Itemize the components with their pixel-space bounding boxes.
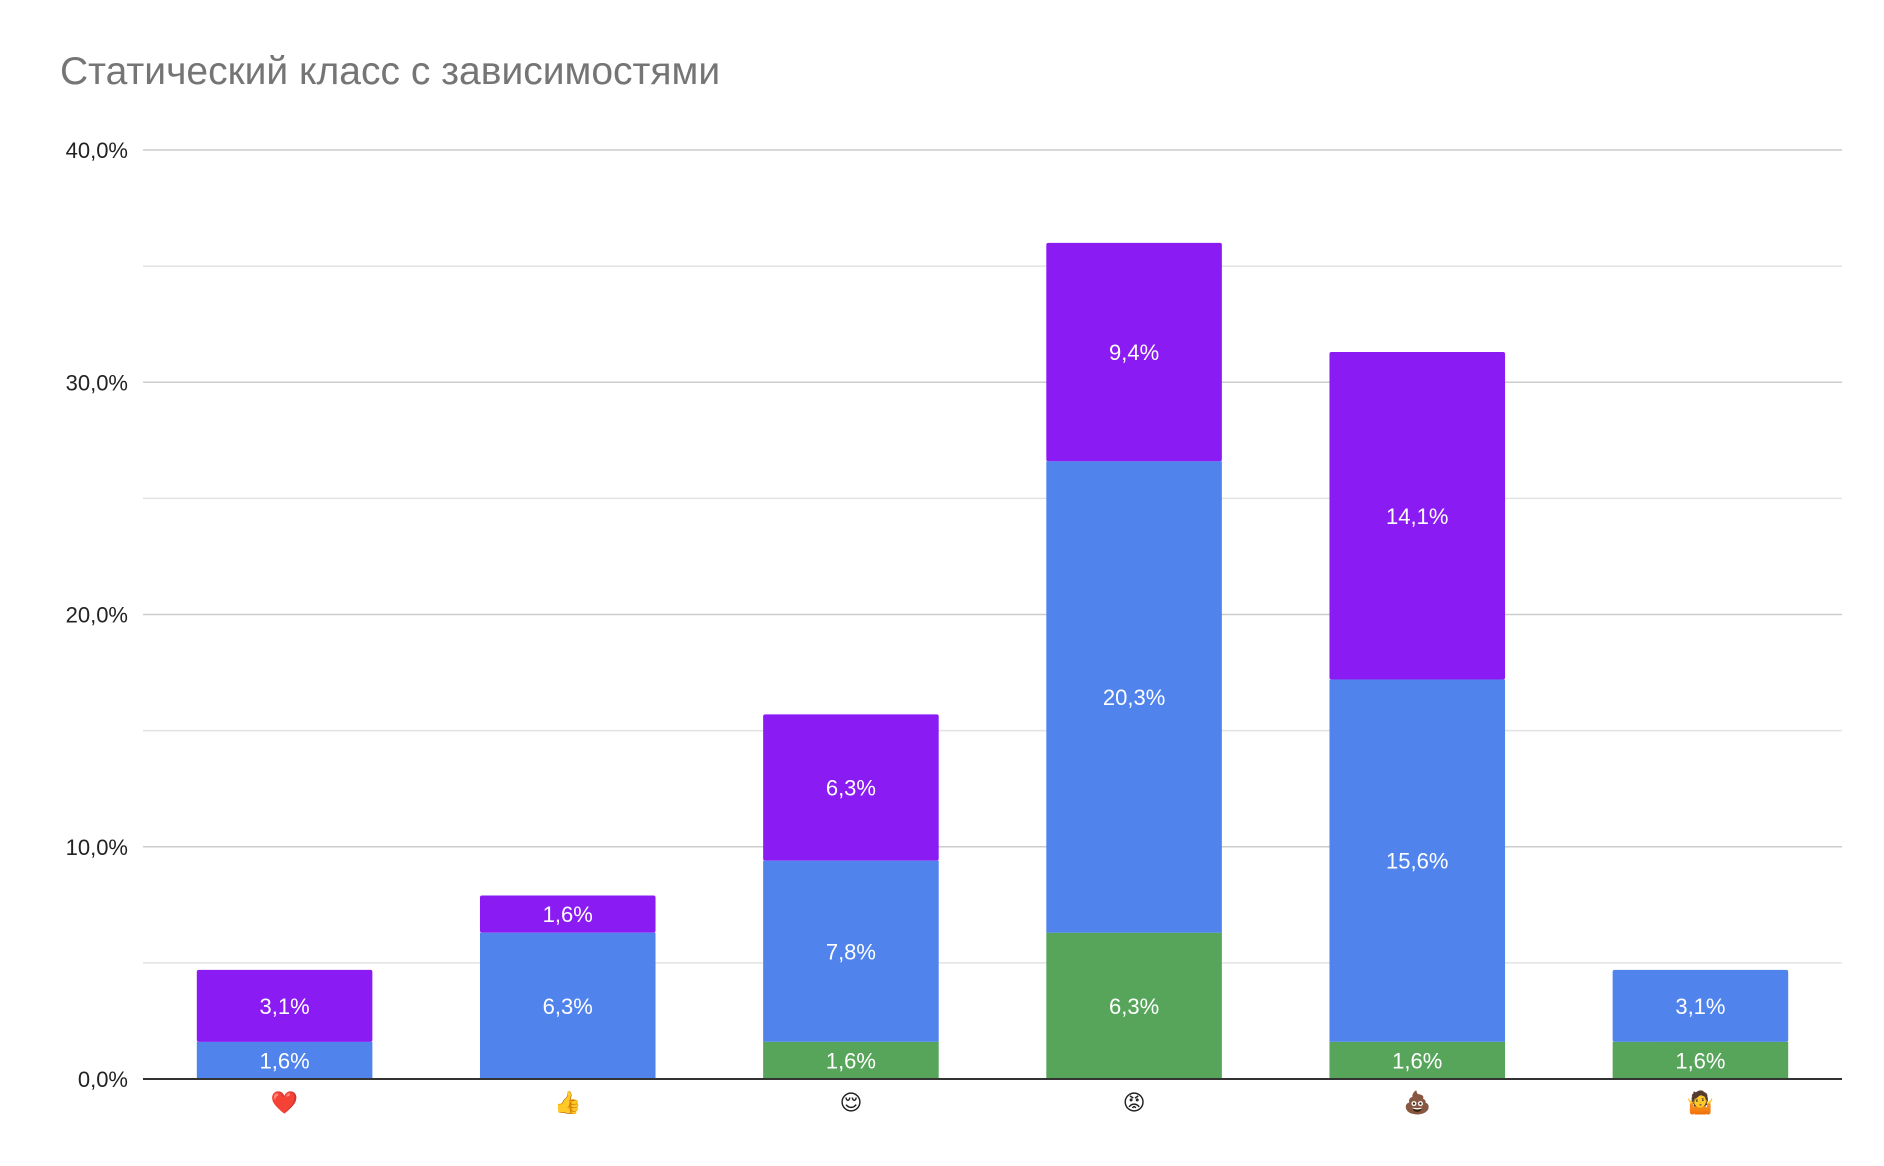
bar-segment — [763, 1041, 939, 1079]
x-axis-categories: ❤️ 👍 😌 😡 💩 🤷 — [271, 1089, 1714, 1116]
bar-segment — [479, 895, 656, 933]
bar-segment — [196, 969, 373, 1042]
x-category-label: 🤷 — [1687, 1089, 1714, 1116]
y-tick-label: 30,0% — [66, 370, 128, 395]
data-label: 1,6% — [260, 1048, 310, 1073]
bar-segment — [1329, 352, 1506, 680]
data-label: 20,3% — [1103, 685, 1165, 710]
data-label: 1,6% — [1392, 1048, 1442, 1073]
data-label: 1,6% — [543, 902, 593, 927]
bar-segment — [1046, 932, 1222, 1079]
y-tick-label: 20,0% — [66, 603, 128, 628]
data-label: 7,8% — [826, 939, 876, 964]
bar-segment — [479, 932, 656, 1079]
chart-title: Статический класс с зависимостями — [60, 50, 721, 93]
bar-segment — [1612, 1041, 1789, 1079]
bar-segment — [1046, 461, 1222, 933]
gridlines — [143, 149, 1842, 964]
y-tick-label: 40,0% — [66, 138, 128, 163]
data-label: 15,6% — [1386, 849, 1448, 874]
bars — [196, 242, 1789, 1079]
x-category-label: 😌 — [839, 1091, 862, 1116]
bar-segment — [763, 714, 939, 861]
x-category-label: 😡 — [1123, 1091, 1146, 1116]
data-label: 3,1% — [1675, 994, 1725, 1019]
bar-segment — [1612, 969, 1789, 1042]
y-tick-label: 0,0% — [78, 1067, 128, 1092]
bar-segment — [196, 1041, 373, 1079]
data-labels: 1,6% 3,1% 6,3% 1,6% 1,6% 7,8% 6,3% 6,3% 20,3% 9,4… — [260, 340, 1726, 1073]
bar-segment — [763, 860, 939, 1042]
data-label: 6,3% — [1109, 994, 1159, 1019]
bar-segment — [1329, 1041, 1506, 1079]
x-category-label: 💩 — [1404, 1090, 1431, 1116]
bar-segment — [1329, 679, 1506, 1042]
x-category-label: ❤️ — [271, 1090, 299, 1116]
bar-segment — [1046, 242, 1222, 462]
data-label: 6,3% — [826, 776, 876, 801]
data-label: 3,1% — [260, 994, 310, 1019]
data-label: 14,1% — [1386, 504, 1448, 529]
y-tick-label: 10,0% — [66, 835, 128, 860]
y-axis-ticks: 0,0% 10,0% 20,0% 30,0% 40,0% — [66, 138, 128, 1092]
data-label: 6,3% — [543, 994, 593, 1019]
data-label: 1,6% — [1675, 1048, 1725, 1073]
data-label: 1,6% — [826, 1048, 876, 1073]
x-category-label: 👍 — [554, 1090, 581, 1116]
data-label: 9,4% — [1109, 340, 1159, 365]
